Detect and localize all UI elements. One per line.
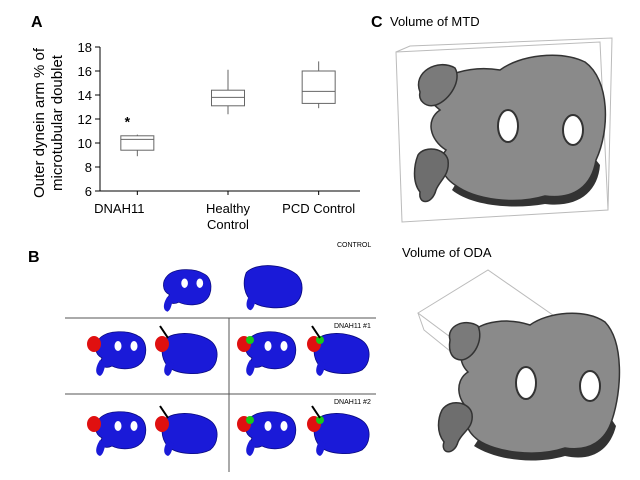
y-axis-label-line1: Outer dynein arm % of xyxy=(31,47,48,198)
panel-letter-c: C xyxy=(371,14,383,31)
panel-letter-b: B xyxy=(28,249,40,266)
dynein-model-8 xyxy=(237,411,297,456)
y-tick-label: 14 xyxy=(78,88,92,103)
x-tick-label: Control xyxy=(207,217,249,232)
y-tick-label: 10 xyxy=(78,136,92,151)
box xyxy=(301,70,336,104)
panel-letter-a: A xyxy=(31,14,43,31)
box-plot-chart: 6 8 10 12 14 16 18 Outer dynein arm % of microtu… xyxy=(31,40,360,232)
dynein-model-7 xyxy=(155,405,218,456)
oda-bounding-box xyxy=(417,269,567,386)
dynein-model-3 xyxy=(155,325,218,376)
y-axis-label-line2: microtubular doublet xyxy=(49,54,66,191)
control-label: CONTROL xyxy=(337,242,372,249)
y-tick-label: 18 xyxy=(78,40,92,55)
y-tick-label: 6 xyxy=(85,184,92,199)
mtd-volume xyxy=(413,54,607,207)
x-tick-label: Healthy xyxy=(206,201,251,216)
y-tick-label: 12 xyxy=(78,112,92,127)
dynein-model-4 xyxy=(237,331,297,376)
dynein-model-0 xyxy=(163,269,212,312)
significance-marker: * xyxy=(125,114,131,130)
dynein-model-5 xyxy=(307,325,370,376)
box xyxy=(211,89,245,107)
oda-volume xyxy=(437,312,621,461)
dnah11-1-label: DNAH11 #1 xyxy=(334,323,371,330)
dynein-model-9 xyxy=(307,405,370,456)
dnah11-2-label: DNAH11 #2 xyxy=(334,399,371,406)
mtd-bounding-box xyxy=(395,37,613,223)
x-tick-label: PCD Control xyxy=(282,201,355,216)
dynein-model-6 xyxy=(87,411,147,456)
caption-mtd: Volume of MTD xyxy=(390,14,480,29)
x-tick-label: DNAH11 xyxy=(94,201,144,216)
dynein-model-1 xyxy=(243,265,303,311)
caption-oda: Volume of ODA xyxy=(402,245,492,260)
dynein-model-2 xyxy=(87,331,147,376)
y-tick-label: 8 xyxy=(85,160,92,175)
box xyxy=(120,135,155,151)
y-tick-label: 16 xyxy=(78,64,92,79)
